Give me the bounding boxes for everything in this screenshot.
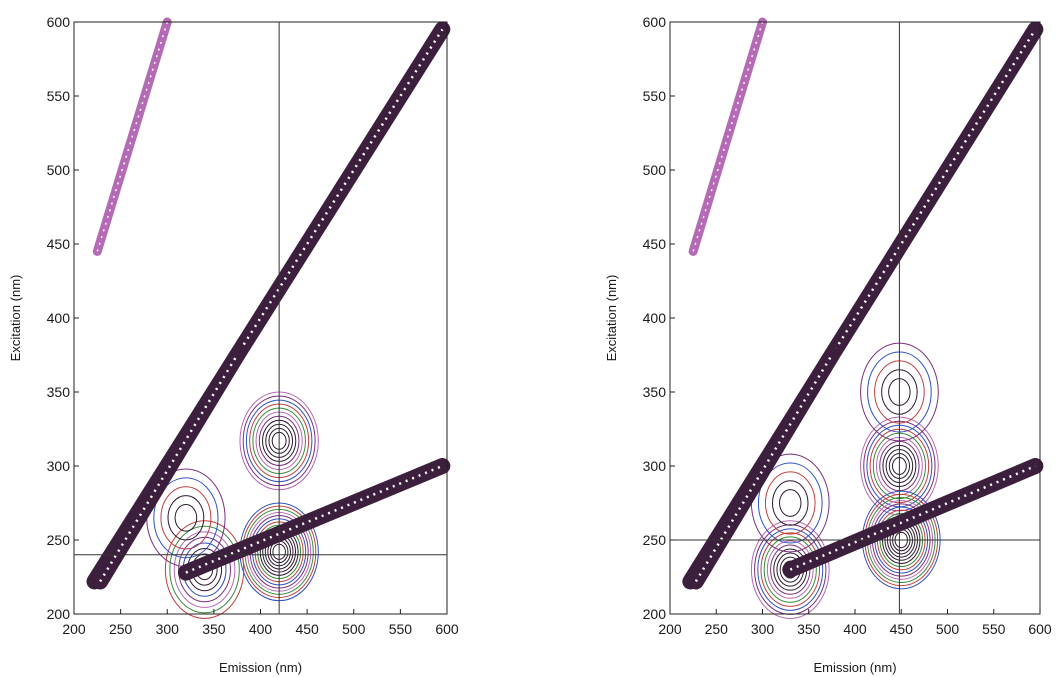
scatter-band-second-order xyxy=(782,458,1044,578)
x-tick-label: 400 xyxy=(249,621,273,637)
y-tick-label: 400 xyxy=(643,310,667,326)
x-tick-label: 300 xyxy=(751,621,775,637)
chart-panel-right: 200 250 300 350 400 450 500 550 600 200 250 300 350 4… xyxy=(604,14,1052,675)
contour-line xyxy=(763,536,817,603)
contour-line xyxy=(760,532,821,607)
x-tick-label: 200 xyxy=(658,621,682,637)
scatter-band-second-order xyxy=(177,458,451,581)
x-tick-label: 500 xyxy=(342,621,366,637)
x-tick-label: 500 xyxy=(936,621,960,637)
x-tick-label: 350 xyxy=(797,621,821,637)
contour-line xyxy=(764,471,816,535)
y-tick-label: 350 xyxy=(47,384,71,400)
scatter-band-core xyxy=(96,21,168,252)
contour-line xyxy=(766,540,814,599)
y-tick-label: 400 xyxy=(47,310,71,326)
y-axis-label: Excitation (nm) xyxy=(8,275,23,362)
x-tick-label: 450 xyxy=(890,621,914,637)
x-tick-label: 550 xyxy=(389,621,413,637)
contour-line xyxy=(757,528,824,611)
x-tick-label: 250 xyxy=(705,621,729,637)
y-tick-label: 350 xyxy=(643,384,667,400)
scatter-band-core xyxy=(692,21,764,252)
scatter-band-upper xyxy=(688,17,767,256)
chart-panel-left: 200 250 300 350 400 450 500 550 600 200 250 300 350 4… xyxy=(8,14,459,675)
y-tick-label: 450 xyxy=(47,236,71,252)
y-tick-label: 600 xyxy=(643,14,667,30)
contour-line xyxy=(160,486,212,550)
x-tick-label: 200 xyxy=(62,621,86,637)
contour-line xyxy=(173,531,236,608)
y-tick-label: 200 xyxy=(47,606,71,622)
y-tick-label: 550 xyxy=(643,88,667,104)
scatter-band-raman xyxy=(687,347,840,590)
contour-line xyxy=(174,503,198,532)
x-axis-label: Emission (nm) xyxy=(219,660,302,675)
x-tick-label: 600 xyxy=(1028,621,1052,637)
scatter-band-raman xyxy=(92,347,246,590)
y-tick-label: 550 xyxy=(47,88,71,104)
y-tick-label: 250 xyxy=(47,532,71,548)
scatter-band-upper xyxy=(92,17,172,256)
y-tick-label: 450 xyxy=(643,236,667,252)
y-tick-label: 300 xyxy=(47,458,71,474)
contour-peak xyxy=(750,453,830,553)
y-tick-label: 500 xyxy=(643,162,667,178)
x-axis-label: Emission (nm) xyxy=(813,660,896,675)
x-tick-label: 550 xyxy=(982,621,1006,637)
x-tick-label: 300 xyxy=(156,621,180,637)
x-tick-label: 450 xyxy=(295,621,319,637)
contour-line xyxy=(169,525,240,614)
scatter-band-body xyxy=(177,458,451,581)
y-tick-label: 300 xyxy=(643,458,667,474)
x-tick-label: 400 xyxy=(843,621,867,637)
contour-line xyxy=(153,477,219,559)
contour-line xyxy=(164,520,245,619)
x-tick-label: 350 xyxy=(202,621,226,637)
y-axis-label: Excitation (nm) xyxy=(604,275,619,362)
y-tick-label: 500 xyxy=(47,162,71,178)
contour-line xyxy=(750,520,830,619)
contour-line xyxy=(167,495,205,541)
scatter-band-body xyxy=(687,347,840,590)
y-tick-label: 600 xyxy=(47,14,71,30)
scatter-band-body xyxy=(92,347,246,590)
y-tick-label: 200 xyxy=(643,606,667,622)
y-tick-label: 250 xyxy=(643,532,667,548)
x-tick-label: 600 xyxy=(435,621,459,637)
x-tick-label: 250 xyxy=(109,621,133,637)
contour-line xyxy=(779,489,802,517)
contour-line xyxy=(757,462,823,544)
scatter-band-core xyxy=(789,464,1036,571)
scatter-band-core xyxy=(185,464,443,574)
contour-line xyxy=(771,480,809,526)
